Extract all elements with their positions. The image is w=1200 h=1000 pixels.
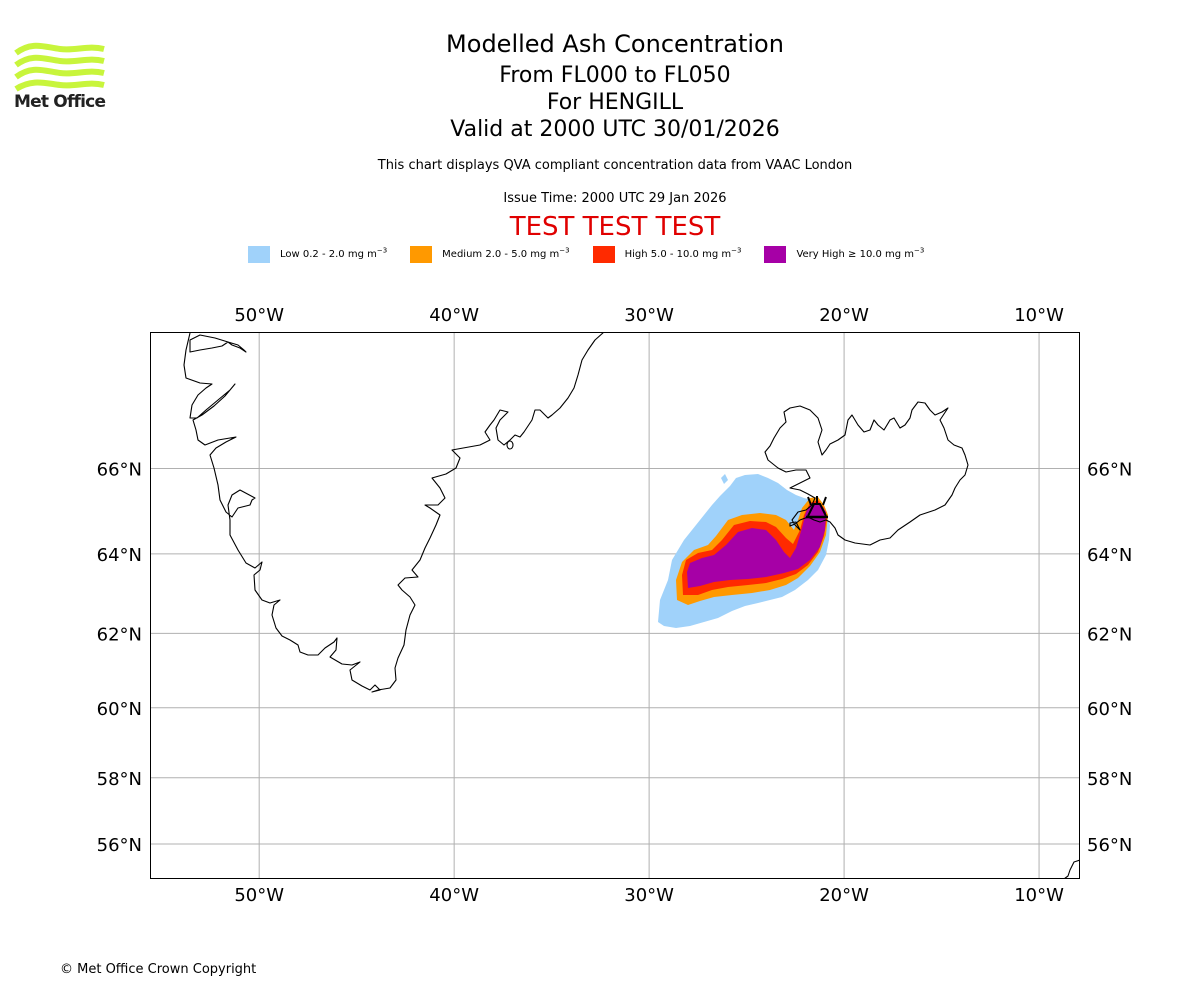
legend-label-very-high: Very High ≥ 10.0 mg m−3 [796, 246, 925, 260]
x-tick-label-top: 40°W [429, 305, 479, 326]
y-tick-label-left: 58°N [97, 769, 142, 790]
contour-very-high [687, 503, 826, 588]
coastlines [183, 332, 1080, 879]
coast-iceland [764, 401, 969, 546]
concentration-legend: Low 0.2 - 2.0 mg m−3 Medium 2.0 - 5.0 mg… [248, 244, 947, 264]
x-tick-label-top: 10°W [1014, 305, 1064, 326]
legend-swatch-low [248, 245, 270, 263]
y-tick-label-right: 66°N [1087, 460, 1132, 481]
coast-greenland-islet [506, 440, 514, 450]
legend-item-low: Low 0.2 - 2.0 mg m−3 [248, 245, 388, 263]
x-tick-label-bottom: 50°W [234, 885, 284, 906]
legend-label-medium: Medium 2.0 - 5.0 mg m−3 [442, 246, 570, 260]
x-tick-label-top: 50°W [234, 305, 284, 326]
coast-greenland-west [183, 332, 605, 693]
flight-level-range: From FL000 to FL050 [499, 63, 731, 88]
coast-scotland-fragment [1063, 859, 1080, 879]
contour-low-fragment [721, 474, 728, 484]
x-tick-label-bottom: 40°W [429, 885, 479, 906]
legend-label-high: High 5.0 - 10.0 mg m−3 [624, 246, 742, 260]
y-tick-label-left: 64°N [97, 545, 142, 566]
met-office-logo-text: Met Office [14, 92, 106, 112]
met-office-logo-icon [14, 42, 105, 92]
chart-description: This chart displays QVA compliant concen… [377, 158, 853, 173]
x-tick-label-top: 30°W [624, 305, 674, 326]
x-tick-label-top: 20°W [819, 305, 869, 326]
chart-title: Modelled Ash Concentration [446, 30, 784, 58]
issue-time: Issue Time: 2000 UTC 29 Jan 2026 [503, 191, 727, 206]
legend-item-high: High 5.0 - 10.0 mg m−3 [592, 245, 742, 263]
legend-swatch-very-high [764, 245, 787, 263]
map-frame [150, 332, 1080, 879]
legend-swatch-high [592, 245, 615, 263]
legend-label-low: Low 0.2 - 2.0 mg m−3 [280, 246, 388, 260]
x-tick-label-bottom: 30°W [624, 885, 674, 906]
x-tick-label-bottom: 10°W [1014, 885, 1064, 906]
y-tick-label-right: 58°N [1087, 769, 1132, 790]
y-tick-label-left: 62°N [97, 624, 142, 645]
y-tick-label-right: 56°N [1087, 835, 1132, 856]
volcano-icon [806, 496, 828, 519]
legend-item-medium: Medium 2.0 - 5.0 mg m−3 [410, 245, 570, 263]
y-tick-label-left: 66°N [97, 460, 142, 481]
y-tick-label-left: 56°N [97, 835, 142, 856]
legend-item-very-high: Very High ≥ 10.0 mg m−3 [764, 245, 925, 263]
y-tick-label-right: 64°N [1087, 545, 1132, 566]
y-tick-label-right: 62°N [1087, 624, 1132, 645]
valid-time: Valid at 2000 UTC 30/01/2026 [450, 117, 780, 142]
test-banner: TEST TEST TEST [509, 212, 721, 242]
x-tick-label-bottom: 20°W [819, 885, 869, 906]
y-tick-label-left: 60°N [97, 699, 142, 720]
graticule [150, 332, 1080, 879]
volcano-name: For HENGILL [546, 90, 684, 115]
coast-greenland-north-island [189, 334, 247, 353]
legend-swatch-medium [410, 245, 433, 263]
copyright-notice: © Met Office Crown Copyright [60, 962, 257, 977]
y-tick-label-right: 60°N [1087, 699, 1132, 720]
